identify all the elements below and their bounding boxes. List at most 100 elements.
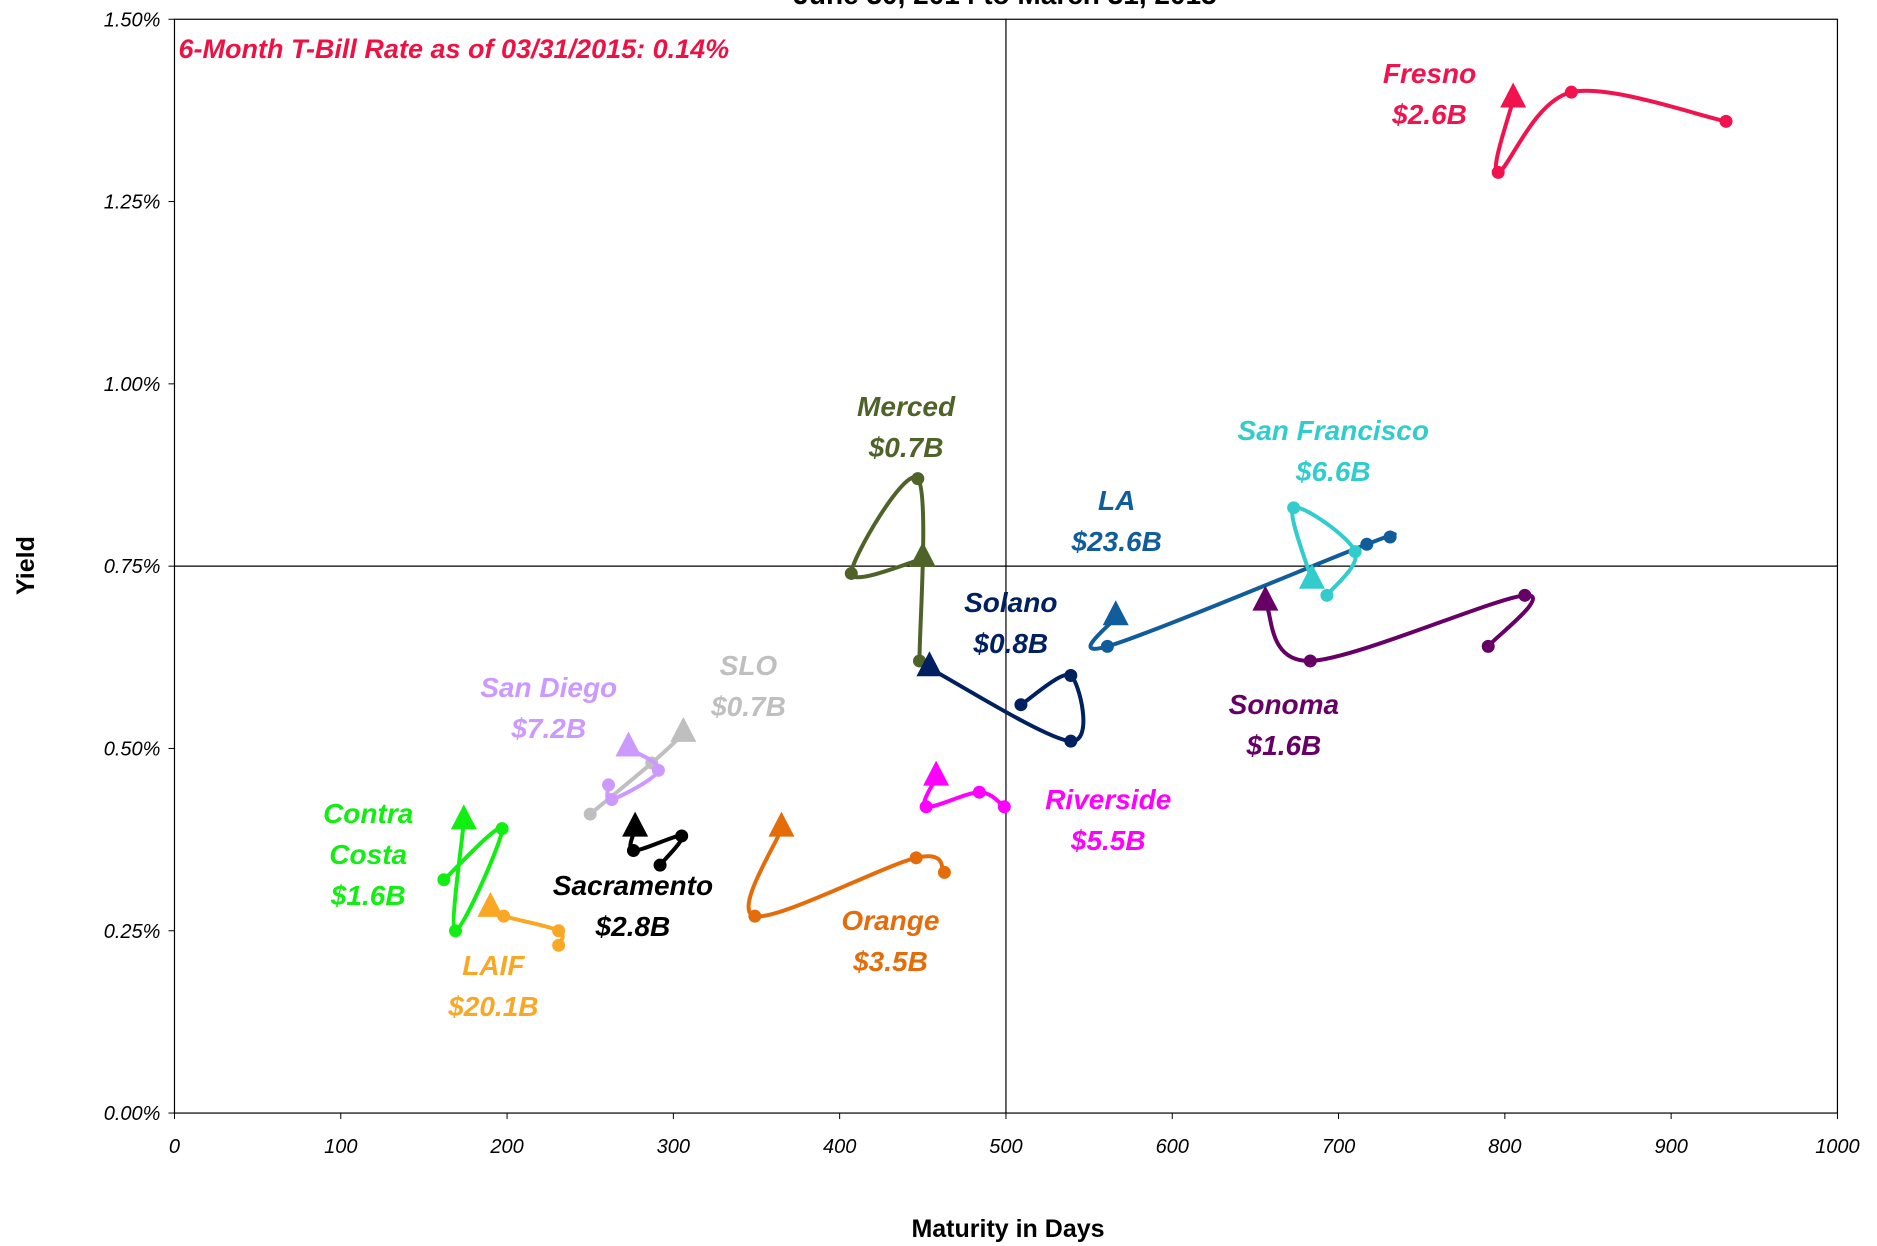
data-point bbox=[602, 778, 616, 792]
latest-point bbox=[909, 541, 936, 567]
x-axis-title: Maturity in Days bbox=[911, 1215, 1104, 1243]
x-tick-label: 0 bbox=[169, 1136, 180, 1158]
series-label: Sacramento $2.8B bbox=[553, 865, 713, 947]
y-tick-label: 0.00% bbox=[104, 1103, 161, 1125]
data-point bbox=[919, 800, 933, 814]
series-label: San Diego $7.2B bbox=[480, 667, 617, 749]
series-name: LA bbox=[1097, 484, 1136, 516]
y-tick-label: 0.25% bbox=[104, 921, 161, 943]
x-tick-label: 700 bbox=[1322, 1136, 1355, 1158]
x-tick-label: 900 bbox=[1654, 1136, 1687, 1158]
series-size: $23.6B bbox=[1071, 525, 1162, 557]
latest-point bbox=[450, 804, 477, 830]
latest-point bbox=[1252, 585, 1279, 611]
data-point bbox=[583, 807, 597, 821]
x-tick-label: 300 bbox=[657, 1136, 690, 1158]
series-size: $0.8B bbox=[973, 628, 1049, 659]
x-tick-label: 500 bbox=[989, 1136, 1022, 1158]
data-point bbox=[1064, 669, 1078, 683]
latest-point bbox=[768, 811, 795, 837]
series-label: LAIF $20.1B bbox=[448, 945, 538, 1027]
series-name: Sonoma bbox=[1228, 689, 1340, 721]
series-line bbox=[746, 827, 946, 919]
latest-point bbox=[1500, 82, 1527, 108]
series-size: $1.6B bbox=[330, 879, 406, 911]
y-axis-title: Yield bbox=[12, 536, 40, 595]
series-size: $3.5B bbox=[853, 945, 928, 977]
series-label: LA $23.6B bbox=[1072, 480, 1162, 562]
data-point bbox=[909, 851, 923, 865]
series-size: $20.1B bbox=[448, 991, 539, 1023]
x-tick-label: 800 bbox=[1488, 1136, 1521, 1158]
annotation: 6-Month T-Bill Rate as of 03/31/2015: 0.… bbox=[178, 34, 729, 64]
series-name: Contra Costa bbox=[323, 797, 414, 870]
data-point bbox=[1491, 165, 1505, 179]
series-label: Sonoma $1.6B bbox=[1229, 684, 1339, 766]
data-point bbox=[675, 829, 689, 843]
latest-point bbox=[916, 651, 943, 677]
data-point bbox=[437, 873, 451, 887]
latest-point bbox=[670, 716, 697, 742]
series-size: $2.6B bbox=[1392, 98, 1467, 130]
latest-point bbox=[615, 731, 642, 757]
data-point bbox=[911, 472, 925, 486]
x-tick-label: 100 bbox=[324, 1136, 357, 1158]
data-point bbox=[1383, 530, 1397, 544]
data-point bbox=[844, 566, 858, 580]
series-line bbox=[628, 828, 685, 867]
series-name: Merced bbox=[857, 390, 956, 422]
latest-point bbox=[477, 891, 504, 917]
data-point bbox=[495, 822, 509, 836]
y-tick-label: 1.50% bbox=[104, 9, 161, 31]
data-point bbox=[1360, 537, 1374, 551]
data-point bbox=[1518, 588, 1532, 602]
latest-point bbox=[1102, 600, 1129, 626]
y-tick-label: 0.50% bbox=[104, 738, 161, 760]
data-point bbox=[1320, 588, 1334, 602]
series-name: SLO bbox=[719, 649, 778, 681]
chart-title: June 30, 2014 to March 31, 2015 bbox=[793, 0, 1216, 10]
data-point bbox=[1719, 114, 1733, 128]
y-tick-label: 1.00% bbox=[104, 374, 161, 396]
series-label: Orange $3.5B bbox=[841, 900, 939, 982]
data-point bbox=[1348, 545, 1362, 559]
data-point bbox=[449, 924, 463, 938]
series-label: SLO $0.7B bbox=[711, 645, 786, 727]
series-line bbox=[849, 475, 926, 661]
series-name: Solano bbox=[964, 587, 1058, 618]
series-label: Contra Costa $1.6B bbox=[308, 793, 428, 916]
series-line bbox=[922, 776, 1006, 809]
series-size: $0.7B bbox=[711, 690, 786, 722]
series-label: Riverside $5.5B bbox=[1045, 779, 1171, 861]
series-label: Solano $0.8B bbox=[964, 582, 1057, 664]
x-tick-label: 200 bbox=[489, 1136, 523, 1158]
y-tick-label: 0.75% bbox=[104, 556, 161, 578]
series-size: $7.2B bbox=[511, 713, 587, 745]
x-tick-label: 400 bbox=[823, 1136, 856, 1158]
series-line bbox=[1493, 88, 1727, 175]
series-label: Merced $0.7B bbox=[857, 386, 955, 468]
data-point bbox=[1481, 639, 1495, 653]
series-size: $5.5B bbox=[1070, 825, 1146, 857]
data-point bbox=[1014, 698, 1028, 712]
series-name: LAIF bbox=[462, 950, 525, 982]
series-line bbox=[1263, 593, 1535, 663]
series-name: Fresno bbox=[1382, 57, 1477, 89]
series-name: Sacramento bbox=[552, 869, 714, 901]
series-size: $6.6B bbox=[1295, 455, 1371, 487]
data-point bbox=[653, 858, 667, 872]
data-point bbox=[1564, 85, 1578, 99]
data-point bbox=[937, 865, 951, 879]
series-line bbox=[928, 666, 1086, 744]
series-size: $1.6B bbox=[1246, 730, 1322, 762]
data-point bbox=[626, 844, 640, 858]
data-point bbox=[1303, 654, 1317, 668]
x-tick-label: 1000 bbox=[1815, 1136, 1860, 1158]
series-name: Riverside bbox=[1045, 784, 1172, 816]
data-point bbox=[1064, 734, 1078, 748]
series-line bbox=[1290, 505, 1358, 597]
series-label: San Francisco $6.6B bbox=[1238, 410, 1429, 492]
data-point bbox=[651, 763, 665, 777]
